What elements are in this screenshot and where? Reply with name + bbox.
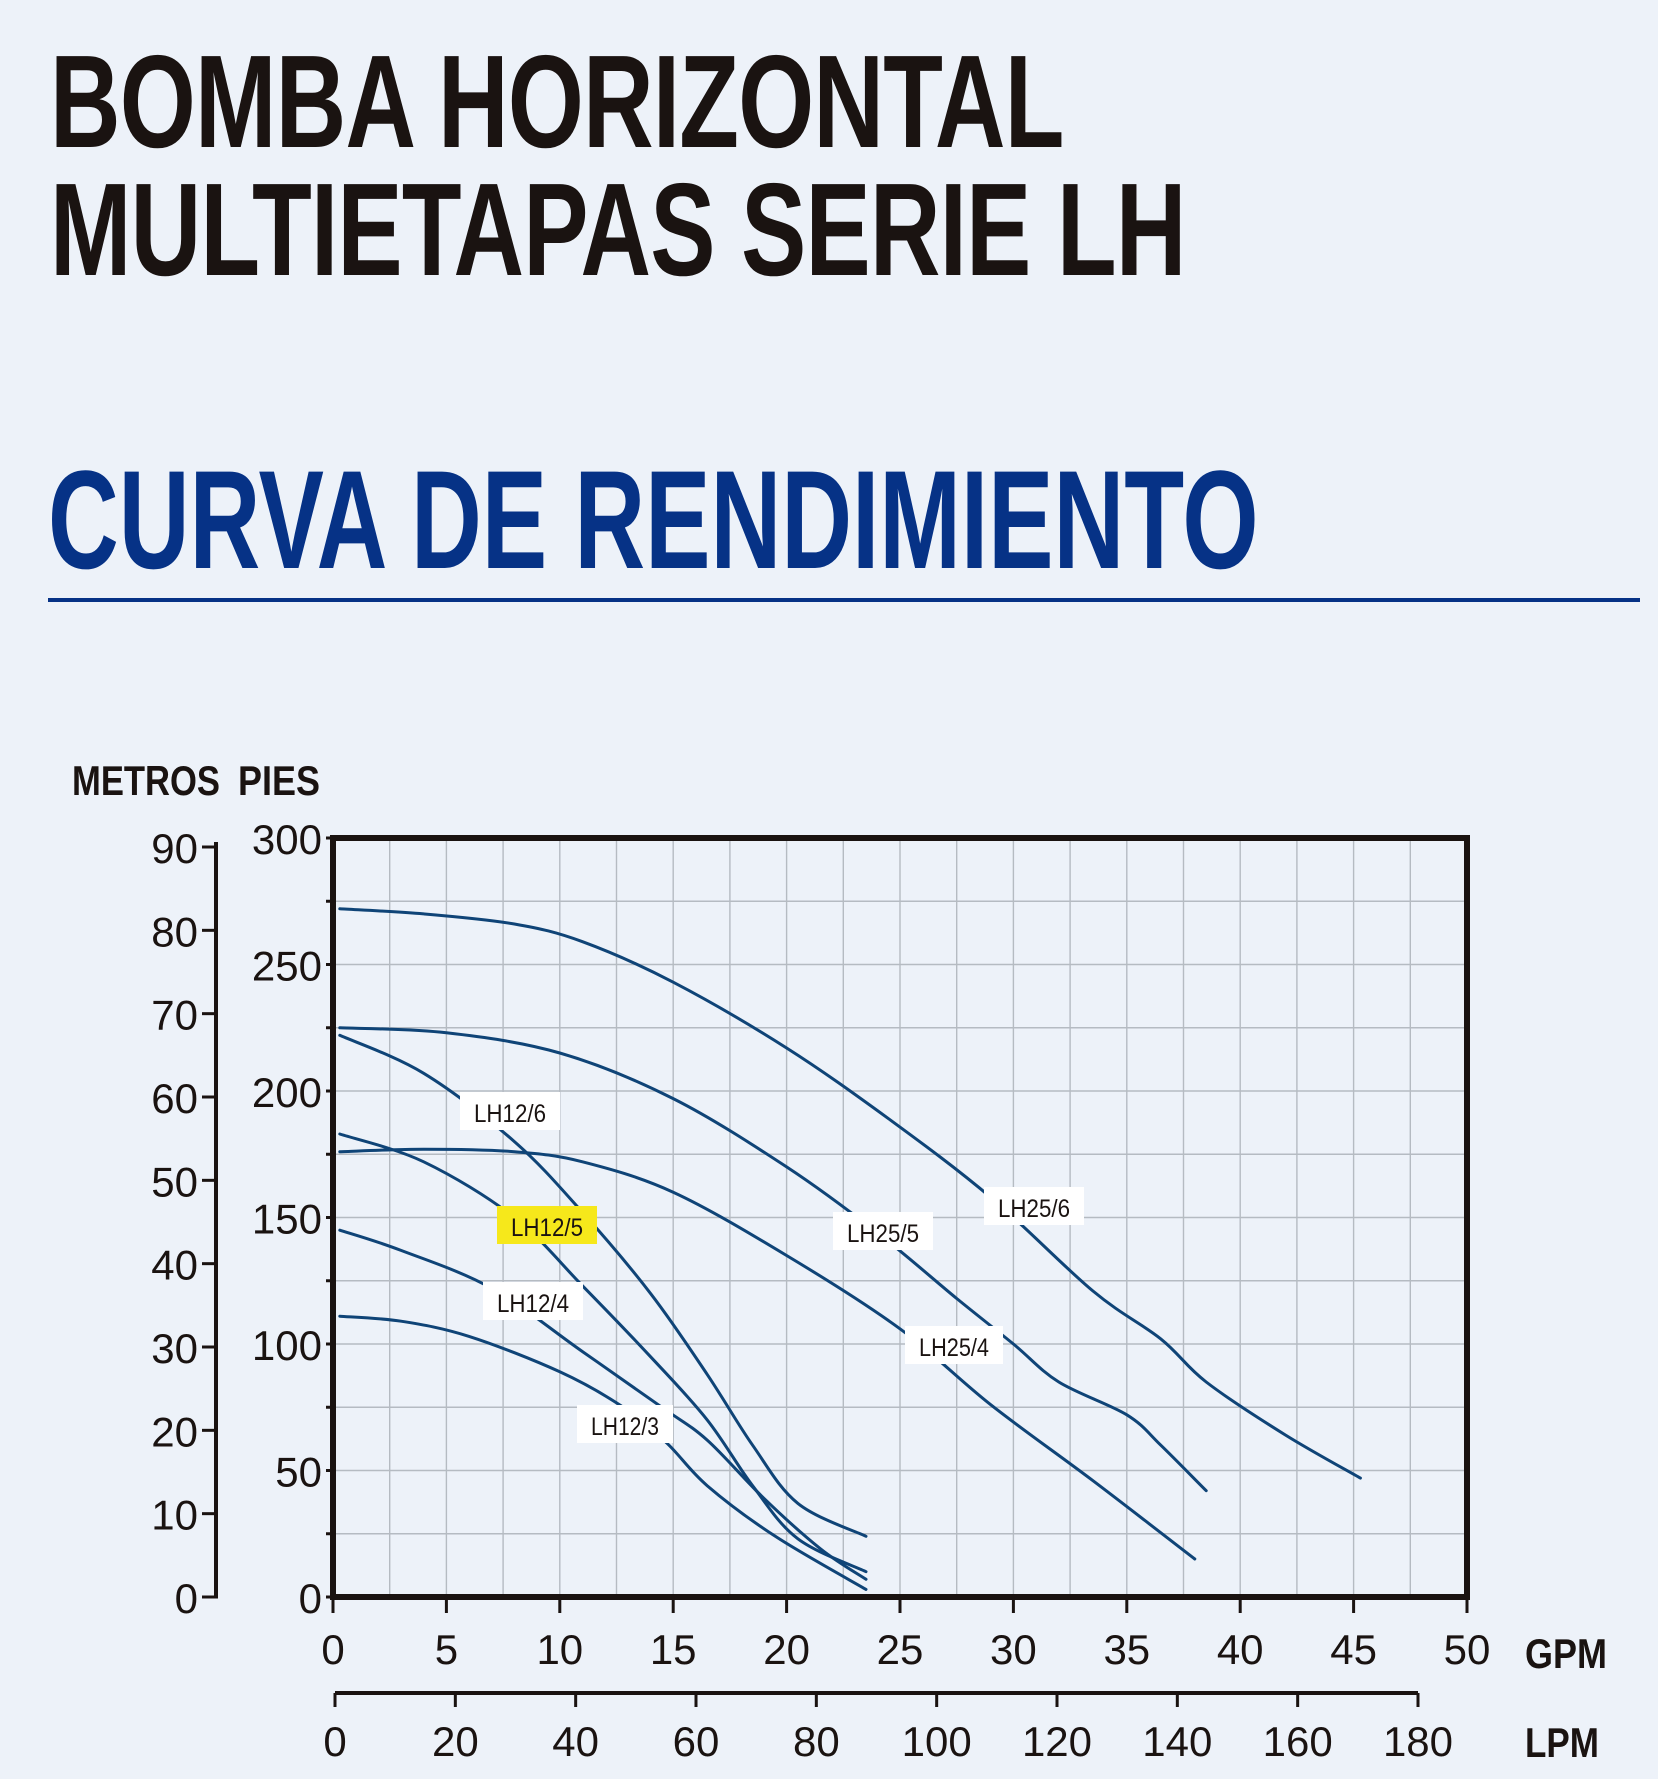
axis-title-pies: PIES xyxy=(238,757,320,804)
axis-tick-label-gpm: 20 xyxy=(763,1626,810,1673)
curve-label-bg-lh12-6 xyxy=(460,1092,560,1130)
curve-label-bg-lh25-4 xyxy=(905,1326,1003,1364)
axis-tick-label-lpm: 80 xyxy=(793,1718,840,1765)
curve-label-bg-lh12-5 xyxy=(497,1206,597,1244)
axis-tick-label-gpm: 25 xyxy=(877,1626,924,1673)
axis-tick-label-metros: 40 xyxy=(151,1242,198,1289)
axis-tick-label-lpm: 60 xyxy=(673,1718,720,1765)
curve-label-lh12-4: LH12/4 xyxy=(497,1290,569,1318)
axis-metros: 0 10 20 30 40 50 60 70 80 90 xyxy=(151,825,218,1622)
axis-tick-label-pies: 0 xyxy=(299,1575,322,1622)
section-divider xyxy=(48,598,1640,602)
axis-tick-label-metros: 70 xyxy=(151,992,198,1039)
axis-gpm: 0 5 10 15 20 25 30 35 40 45 50 xyxy=(321,1597,1490,1673)
curve-lh12-6 xyxy=(338,1033,868,1538)
axis-tick-label-pies: 200 xyxy=(252,1069,322,1116)
curve-label-lh12-3: LH12/3 xyxy=(591,1413,659,1441)
curve-lh12-4 xyxy=(338,1228,868,1581)
curve-label-lh25-6: LH25/6 xyxy=(998,1195,1070,1223)
axis-tick-label-metros: 20 xyxy=(151,1408,198,1455)
axis-tick-label-metros: 0 xyxy=(175,1575,198,1622)
axis-tick-label-lpm: 120 xyxy=(1022,1718,1092,1765)
axis-tick-label-pies: 150 xyxy=(252,1196,322,1243)
axis-tick-label-gpm: 50 xyxy=(1444,1626,1491,1673)
axis-tick-label-metros: 60 xyxy=(151,1075,198,1122)
curve-label-lh12-6: LH12/6 xyxy=(474,1100,546,1128)
axis-tick-label-gpm: 10 xyxy=(536,1626,583,1673)
curve-label-bg-lh25-5 xyxy=(833,1212,933,1250)
axis-tick-label-pies: 50 xyxy=(275,1449,322,1496)
axis-tick-label-lpm: 160 xyxy=(1263,1718,1333,1765)
axis-tick-label-lpm: 140 xyxy=(1142,1718,1212,1765)
curve-label-bg-lh12-4 xyxy=(483,1282,583,1320)
axis-tick-label-gpm: 30 xyxy=(990,1626,1037,1673)
axis-lpm: 0 20 40 60 80 100 120 140 160 180 xyxy=(323,1691,1453,1765)
curve-label-lh12-5: LH12/5 xyxy=(511,1214,583,1242)
curve-label-lh25-4: LH25/4 xyxy=(919,1334,989,1362)
axis-tick-label-metros: 30 xyxy=(151,1325,198,1372)
axis-tick-label-lpm: 100 xyxy=(902,1718,972,1765)
axis-title-lpm: LPM xyxy=(1525,1719,1599,1766)
axis-tick-label-pies: 300 xyxy=(252,816,322,863)
axis-tick-label-gpm: 40 xyxy=(1217,1626,1264,1673)
axis-tick-label-lpm: 40 xyxy=(552,1718,599,1765)
curve-label-lh25-5: LH25/5 xyxy=(847,1220,919,1248)
axis-tick-label-metros: 10 xyxy=(151,1492,198,1539)
axis-tick-label-pies: 100 xyxy=(252,1322,322,1369)
page-title: BOMBA HORIZONTAL MULTIETAPAS SERIE LH xyxy=(50,28,1186,303)
axis-tick-label-gpm: 15 xyxy=(650,1626,697,1673)
axis-tick-label-lpm: 0 xyxy=(323,1718,346,1765)
chart-curve-labels: LH12/3 LH12/4 LH12/5 LH12/6 LH25/4 LH25/5 LH25… xyxy=(460,1092,1084,1443)
axis-title-gpm: GPM xyxy=(1525,1630,1607,1677)
axis-tick-label-gpm: 0 xyxy=(321,1626,344,1673)
curve-lh25-4 xyxy=(338,1147,1197,1561)
axis-tick-label-metros: 90 xyxy=(151,825,198,872)
curve-label-bg-lh12-3 xyxy=(577,1405,673,1443)
curve-lh25-6 xyxy=(338,907,1362,1480)
curve-lh12-5 xyxy=(338,1132,868,1574)
axis-tick-label-metros: 50 xyxy=(151,1158,198,1205)
axis-pies: 0 50 100 150 200 250 300 xyxy=(252,816,333,1622)
axis-tick-label-gpm: 5 xyxy=(435,1626,458,1673)
axis-tick-label-gpm: 35 xyxy=(1103,1626,1150,1673)
axis-tick-label-gpm: 45 xyxy=(1330,1626,1377,1673)
axis-tick-label-metros: 80 xyxy=(151,908,198,955)
section-title: CURVA DE RENDIMIENTO xyxy=(48,441,1259,598)
axis-tick-label-pies: 250 xyxy=(252,943,322,990)
axis-tick-label-lpm: 20 xyxy=(432,1718,479,1765)
axis-title-metros: METROS xyxy=(72,757,220,804)
curve-label-bg-lh25-6 xyxy=(984,1187,1084,1225)
axis-tick-label-lpm: 180 xyxy=(1383,1718,1453,1765)
